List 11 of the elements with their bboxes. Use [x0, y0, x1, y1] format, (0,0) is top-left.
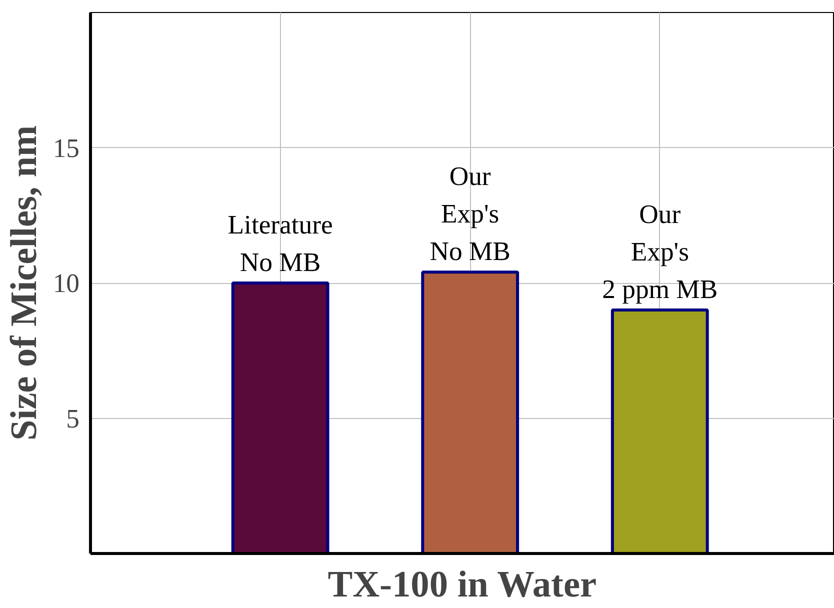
y-axis-title: Size of Micelles, nm [4, 125, 45, 441]
y-tick-label: 5 [66, 403, 80, 434]
x-tick-label: Literature No MB [228, 210, 333, 277]
x-tick-label: Our Exp's No MB [430, 161, 510, 266]
y-tick-label: 10 [52, 268, 80, 298]
y-tick-label: 15 [52, 132, 80, 163]
bar [610, 308, 709, 554]
bar [421, 270, 520, 554]
x-axis-title: TX-100 in Water [328, 564, 597, 606]
x-tick-label: Our Exp's 2 ppm MB [602, 199, 718, 304]
bar [231, 282, 330, 554]
